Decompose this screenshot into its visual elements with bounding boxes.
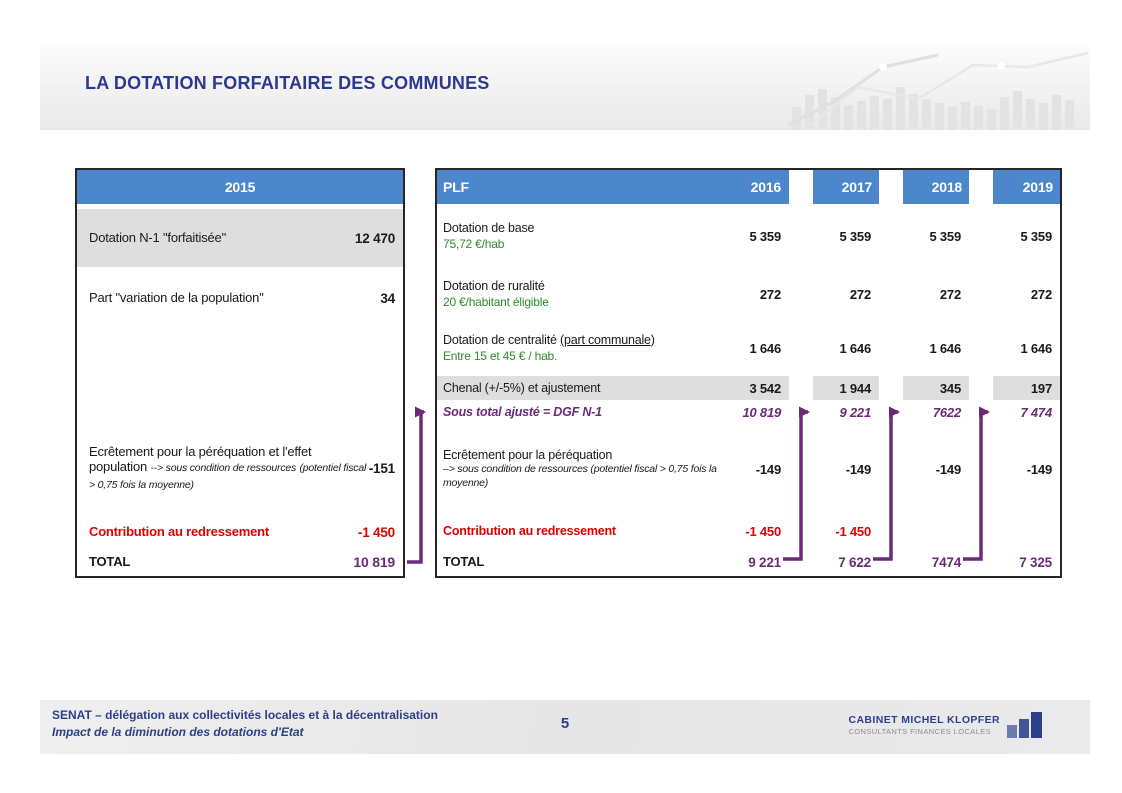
cell-value: 7474 (931, 554, 961, 570)
row-label: Dotation de base (443, 220, 535, 235)
cell-value: 7 325 (1019, 554, 1052, 570)
cell-value: -149 (845, 461, 871, 477)
cell-value: -149 (755, 461, 781, 477)
footer-org-line: SENAT – délégation aux collectivités loc… (52, 708, 438, 722)
header-gap (879, 170, 903, 204)
row-label: TOTAL (89, 554, 131, 570)
row-value: -1 450 (357, 524, 395, 540)
cell-value: 10 819 (742, 404, 781, 420)
cell-value: 5 359 (749, 228, 781, 244)
row-label: Dotation de centralité (443, 332, 561, 347)
row-label: Contribution au redressement (443, 523, 616, 538)
cell-value: 197 (993, 376, 1060, 400)
cell-value: 345 (903, 376, 969, 400)
row-label: Chenal (+/-5%) et ajustement (443, 380, 601, 395)
row-note: --> sous condition de ressources (150, 462, 297, 475)
row-label: TOTAL (443, 554, 485, 570)
year-header-2017: 2017 (813, 170, 879, 204)
cell-value: 1 646 (749, 340, 781, 356)
table-plf-header: PLF 2016 (437, 170, 789, 204)
cell-value: 7 474 (1020, 404, 1052, 420)
cell-value: -149 (1026, 461, 1052, 477)
footer-band: SENAT – délégation aux collectivités loc… (40, 700, 1090, 754)
table-row-contribution-label: Contribution au redressement (437, 514, 723, 548)
row-sublabel: 75,72 €/hab (443, 236, 505, 251)
cell-value: 5 359 (929, 228, 961, 244)
row-label: Ecrêtement pour la péréquation (443, 447, 613, 462)
table-row-base-label: Dotation de base 75,72 €/hab (437, 204, 723, 268)
row-label-underlined: (part communale) (560, 332, 655, 347)
row-value: 12 470 (354, 230, 395, 246)
table-row-variation-population: Part "variation de la population" 34 (77, 267, 403, 329)
decorative-chart-icon (788, 51, 1088, 130)
cell-value: 272 (759, 286, 781, 302)
cell-value: 272 (1030, 286, 1052, 302)
table-row-soustotal-label: Sous total ajusté = DGF N-1 (437, 400, 723, 424)
page-title: LA DOTATION FORFAITAIRE DES COMMUNES (85, 73, 490, 93)
cell-value: -149 (935, 461, 961, 477)
cell-value: 5 359 (1020, 228, 1052, 244)
table-row-ecretement: Ecrêtement pour la péréquation et l'effe… (77, 420, 403, 516)
year-header-2016: 2016 (750, 179, 782, 195)
cell-value: -1 450 (745, 523, 781, 539)
cell-value: 5 359 (839, 228, 871, 244)
cell-value: 1 944 (813, 376, 879, 400)
row-sublabel: Entre 15 et 45 € / hab. (443, 348, 558, 363)
table-row-contribution: Contribution au redressement -1 450 (77, 516, 403, 548)
table-row-centralite-label: Dotation de centralité (part communale) … (437, 320, 723, 376)
logo-name: CABINET MICHEL KLOPFER (848, 713, 1000, 726)
row-label: Ecrêtement pour la péréquation et l'effe… (89, 443, 312, 475)
cell-value: 272 (939, 286, 961, 302)
cell-value: 1 646 (1020, 340, 1052, 356)
cell-value: 3 542 (723, 376, 789, 400)
tables-area: 2015 Dotation N-1 "forfaitisée" 12 470 P… (75, 168, 1062, 578)
table-2015-header: 2015 (77, 170, 403, 204)
cell-value: 7 622 (838, 554, 871, 570)
empty-space (77, 329, 403, 420)
row-value: -151 (368, 460, 395, 476)
footer-doc-line: Impact de la diminution des dotations d'… (52, 725, 304, 740)
cell-value: 9 221 (748, 554, 781, 570)
row-label: Part "variation de la population" (89, 290, 264, 306)
cell-value: 1 646 (929, 340, 961, 356)
row-label: Dotation N-1 "forfaitisée" (89, 230, 226, 246)
row-value: 34 (380, 290, 395, 306)
table-row-total: TOTAL 10 819 (77, 548, 403, 576)
header-band: LA DOTATION FORFAITAIRE DES COMMUNES (40, 47, 1090, 130)
cell-value: 272 (849, 286, 871, 302)
table-row-ecretement-label: Ecrêtement pour la péréquation –> sous c… (437, 424, 723, 514)
table-row-ruralite-label: Dotation de ruralité 20 €/habitant éligi… (437, 268, 723, 320)
year-header-2018: 2018 (903, 170, 969, 204)
table-row-dotation-n1: Dotation N-1 "forfaitisée" 12 470 (77, 209, 403, 267)
cell-value: 7622 (932, 404, 961, 420)
cell-value: 9 221 (839, 404, 871, 420)
year-header-2019: 2019 (993, 170, 1060, 204)
company-logo: CABINET MICHEL KLOPFER CONSULTANTS FINAN… (848, 712, 1042, 738)
plf-label: PLF (443, 179, 469, 195)
row-note: –> sous condition de ressources (potenti… (443, 462, 717, 489)
row-label: Contribution au redressement (89, 524, 270, 540)
cell-value: 1 646 (839, 340, 871, 356)
arrow-2015-to-2016-icon (407, 406, 426, 564)
cell-value (903, 514, 969, 548)
logo-subtitle: CONSULTANTS FINANCES LOCALES (848, 726, 992, 736)
row-sublabel: 20 €/habitant éligible (443, 294, 549, 309)
cell-value: -1 450 (835, 523, 871, 539)
row-label: Dotation de ruralité (443, 278, 545, 293)
table-plf: PLF 2016 2017 2018 2019 Dotation de base… (435, 168, 1062, 578)
cell-value (993, 514, 1060, 548)
rising-bars-icon (1007, 712, 1042, 738)
row-value: 10 819 (353, 554, 395, 570)
header-gap (969, 170, 993, 204)
table-row-total-label: TOTAL (437, 548, 723, 576)
header-gap (789, 170, 813, 204)
row-note: (potentiel fiscal > 0,75 fois la moyenne… (89, 462, 367, 491)
table-2015: 2015 Dotation N-1 "forfaitisée" 12 470 P… (75, 168, 405, 578)
row-label: Sous total ajusté = DGF N-1 (443, 404, 602, 419)
table-row-chenal-label: Chenal (+/-5%) et ajustement (437, 376, 723, 400)
footer-text: SENAT – délégation aux collectivités loc… (52, 707, 438, 742)
page-number: 5 (560, 715, 570, 732)
